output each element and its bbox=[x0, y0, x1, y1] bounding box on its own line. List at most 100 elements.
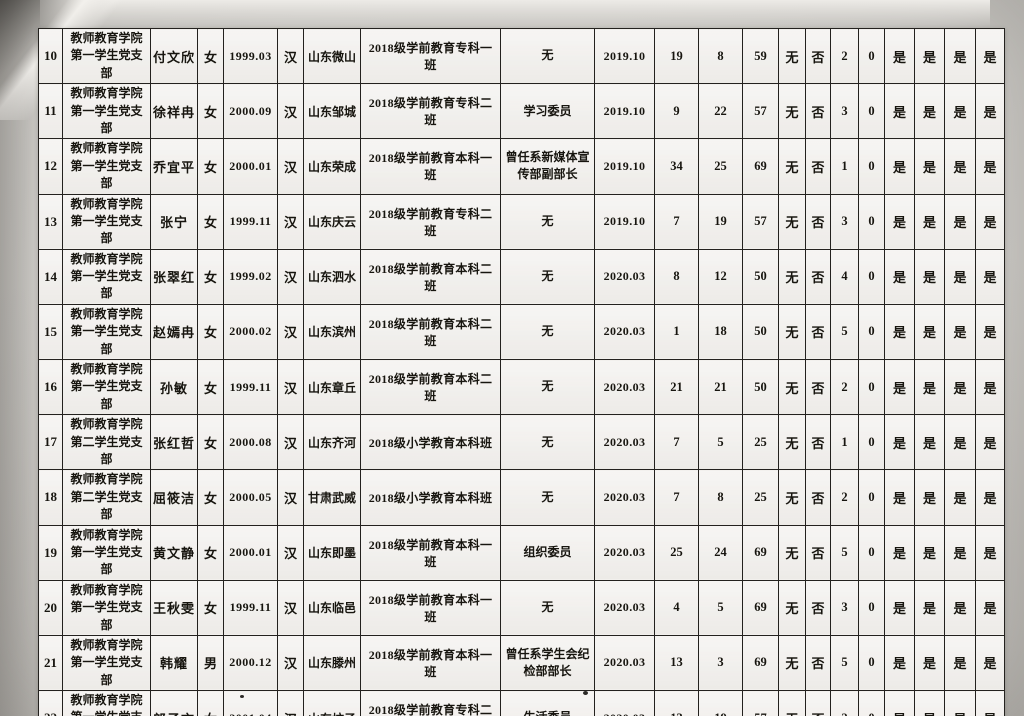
cell-value: 0 bbox=[858, 414, 885, 471]
cell-row-number: 21 bbox=[38, 634, 63, 692]
cell-value: 19 bbox=[654, 27, 699, 85]
cell-native-place: 山东章丘 bbox=[303, 359, 361, 416]
cell-value: 5 bbox=[698, 414, 743, 471]
cell-flag: 是 bbox=[914, 579, 945, 636]
cell-flag: 是 bbox=[914, 138, 945, 195]
cell-value: 0 bbox=[858, 524, 885, 581]
cell-flag: 是 bbox=[884, 359, 915, 416]
cell-date: 2019.10 bbox=[594, 27, 655, 85]
cell-value: 69 bbox=[742, 634, 779, 692]
paper-speck bbox=[583, 691, 588, 695]
cell-party-branch: 教师教育学院第一学生党支部 bbox=[62, 524, 151, 581]
cell-position: 无 bbox=[500, 248, 595, 305]
cell-value: 5 bbox=[830, 303, 859, 361]
cell-name: 屈筱洁 bbox=[150, 469, 198, 526]
cell-name: 郎子言 bbox=[150, 690, 198, 716]
cell-row-number: 19 bbox=[38, 524, 63, 581]
cell-value: 无 bbox=[778, 469, 806, 526]
table-row: 10 教师教育学院第一学生党支部 付文欣 女 1999.03 汉 山东微山 20… bbox=[38, 27, 1005, 85]
cell-date: 2020.03 bbox=[594, 303, 655, 361]
cell-value: 否 bbox=[805, 248, 831, 305]
cell-flag: 是 bbox=[884, 634, 915, 692]
cell-flag: 是 bbox=[914, 83, 945, 140]
cell-flag: 是 bbox=[975, 359, 1005, 416]
cell-value: 25 bbox=[654, 524, 699, 581]
cell-value: 50 bbox=[742, 359, 779, 416]
cell-flag: 是 bbox=[975, 414, 1005, 471]
cell-row-number: 14 bbox=[38, 248, 63, 305]
cell-flag: 是 bbox=[944, 193, 976, 250]
cell-row-number: 20 bbox=[38, 579, 63, 636]
cell-row-number: 15 bbox=[38, 303, 63, 361]
cell-value: 无 bbox=[778, 138, 806, 195]
cell-value: 无 bbox=[778, 359, 806, 416]
cell-row-number: 17 bbox=[38, 414, 63, 471]
cell-birth-date: 2001.04 bbox=[223, 690, 278, 716]
table-row: 15 教师教育学院第一学生党支部 赵嫣冉 女 2000.02 汉 山东滨州 20… bbox=[38, 303, 1005, 361]
cell-class: 2018级学前教育本科一班 bbox=[360, 579, 501, 636]
paper-top-highlight bbox=[40, 0, 990, 30]
cell-name: 徐祥冉 bbox=[150, 83, 198, 140]
cell-flag: 是 bbox=[975, 690, 1005, 716]
cell-value: 0 bbox=[858, 83, 885, 140]
cell-date: 2019.10 bbox=[594, 193, 655, 250]
cell-native-place: 山东邹城 bbox=[303, 83, 361, 140]
cell-party-branch: 教师教育学院第一学生党支部 bbox=[62, 27, 151, 85]
cell-value: 7 bbox=[654, 414, 699, 471]
cell-flag: 是 bbox=[914, 359, 945, 416]
cell-value: 0 bbox=[858, 27, 885, 85]
cell-value: 0 bbox=[858, 634, 885, 692]
cell-date: 2020.03 bbox=[594, 469, 655, 526]
cell-value: 1 bbox=[830, 138, 859, 195]
cell-name: 王秋雯 bbox=[150, 579, 198, 636]
cell-flag: 是 bbox=[944, 634, 976, 692]
cell-value: 34 bbox=[654, 138, 699, 195]
cell-ethnicity: 汉 bbox=[277, 359, 304, 416]
cell-native-place: 山东庆云 bbox=[303, 193, 361, 250]
cell-party-branch: 教师教育学院第一学生党支部 bbox=[62, 690, 151, 716]
cell-party-branch: 教师教育学院第一学生党支部 bbox=[62, 359, 151, 416]
cell-party-branch: 教师教育学院第一学生党支部 bbox=[62, 303, 151, 361]
cell-class: 2018级学前教育专科二班 bbox=[360, 83, 501, 140]
cell-row-number: 10 bbox=[38, 27, 63, 85]
cell-native-place: 山东齐河 bbox=[303, 414, 361, 471]
cell-value: 无 bbox=[778, 414, 806, 471]
cell-value: 否 bbox=[805, 83, 831, 140]
cell-party-branch: 教师教育学院第一学生党支部 bbox=[62, 138, 151, 195]
cell-value: 7 bbox=[654, 469, 699, 526]
cell-flag: 是 bbox=[884, 414, 915, 471]
cell-value: 0 bbox=[858, 303, 885, 361]
cell-value: 1 bbox=[654, 303, 699, 361]
table-row: 17 教师教育学院第二学生党支部 张红哲 女 2000.08 汉 山东齐河 20… bbox=[38, 414, 1005, 471]
cell-gender: 女 bbox=[197, 83, 224, 140]
table-row: 18 教师教育学院第二学生党支部 屈筱洁 女 2000.05 汉 甘肃武威 20… bbox=[38, 469, 1005, 526]
cell-party-branch: 教师教育学院第一学生党支部 bbox=[62, 634, 151, 692]
cell-position: 生活委员 bbox=[500, 690, 595, 716]
cell-value: 否 bbox=[805, 303, 831, 361]
cell-value: 2 bbox=[830, 469, 859, 526]
cell-flag: 是 bbox=[944, 27, 976, 85]
cell-value: 5 bbox=[830, 634, 859, 692]
cell-birth-date: 2000.01 bbox=[223, 138, 278, 195]
cell-gender: 女 bbox=[197, 690, 224, 716]
table-row: 22 教师教育学院第一学生党支部 郎子言 女 2001.04 汉 山东坊子 20… bbox=[38, 690, 1005, 716]
cell-value: 否 bbox=[805, 579, 831, 636]
cell-value: 69 bbox=[742, 579, 779, 636]
cell-birth-date: 2000.05 bbox=[223, 469, 278, 526]
cell-position: 无 bbox=[500, 469, 595, 526]
cell-value: 0 bbox=[858, 469, 885, 526]
cell-value: 24 bbox=[698, 524, 743, 581]
cell-gender: 女 bbox=[197, 248, 224, 305]
cell-row-number: 18 bbox=[38, 469, 63, 526]
cell-flag: 是 bbox=[944, 579, 976, 636]
cell-value: 69 bbox=[742, 524, 779, 581]
cell-ethnicity: 汉 bbox=[277, 634, 304, 692]
cell-date: 2020.03 bbox=[594, 524, 655, 581]
cell-birth-date: 2000.08 bbox=[223, 414, 278, 471]
cell-value: 否 bbox=[805, 193, 831, 250]
cell-name: 孙敏 bbox=[150, 359, 198, 416]
cell-birth-date: 1999.11 bbox=[223, 359, 278, 416]
cell-value: 0 bbox=[858, 138, 885, 195]
cell-flag: 是 bbox=[975, 634, 1005, 692]
cell-flag: 是 bbox=[914, 690, 945, 716]
